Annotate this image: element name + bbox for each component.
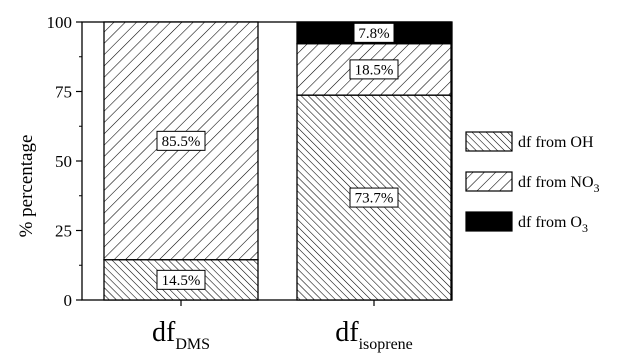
y-tick-label: 100 — [47, 13, 73, 32]
axes: 0 25 50 75 100 — [47, 13, 453, 310]
legend-swatch — [465, 131, 513, 152]
y-tick-label: 50 — [55, 152, 72, 171]
bars — [103, 21, 452, 301]
category-labels: dfDMS dfisoprene — [152, 317, 413, 353]
x-category-label: dfDMS — [152, 317, 210, 353]
data-label-box — [353, 22, 395, 43]
y-axis-label: % percentage — [16, 135, 37, 238]
legend-entry: df from O3 — [518, 214, 588, 235]
data-label-box — [349, 187, 399, 208]
y-tick-label: 25 — [55, 222, 72, 241]
data-label: 7.8% — [358, 26, 389, 42]
legend-entry: df from OH — [518, 134, 594, 151]
y-tick-label: 75 — [55, 83, 72, 102]
segment-labels: 14.5% 85.5% 73.7% 18.5% 7.8% — [156, 22, 399, 290]
legend: df from OH df from NO3 df from O3 — [465, 131, 600, 235]
data-label-box — [156, 269, 206, 290]
data-label: 73.7% — [355, 191, 394, 207]
data-label-box — [349, 59, 399, 80]
x-category-label: dfisoprene — [335, 317, 413, 353]
data-label: 85.5% — [162, 134, 201, 150]
legend-swatch — [465, 171, 513, 192]
legend-entry: df from NO3 — [518, 174, 600, 195]
legend-swatch — [465, 211, 513, 232]
y-tick-label: 0 — [64, 291, 73, 310]
data-label: 14.5% — [162, 273, 201, 289]
data-label-box — [156, 130, 206, 151]
data-label: 18.5% — [355, 62, 394, 78]
